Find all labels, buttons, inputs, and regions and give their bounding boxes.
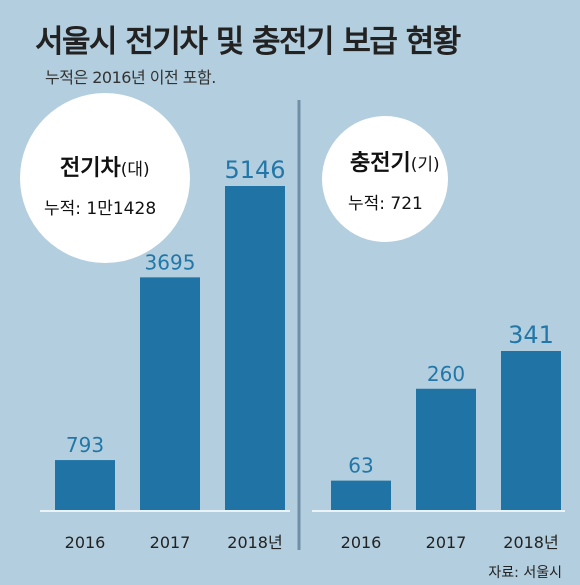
chart-title: 서울시 전기차 및 충전기 보급 현황 — [35, 24, 461, 60]
svg-text:전기차(대): 전기차(대) — [60, 156, 150, 181]
bar-left-2 — [225, 186, 285, 510]
bars-right: 63 2016 260 2017 341 2018년 — [331, 321, 561, 552]
bar-left-1 — [140, 277, 200, 510]
legend-circle-left: 전기차(대) 누적: 1만1428 — [20, 93, 190, 263]
value-label-right-1: 260 — [427, 362, 465, 386]
panel-title-right: 충전기 — [350, 151, 411, 176]
source-note: 자료: 서울시 — [488, 565, 562, 581]
cumulative-label-right: 누적: 721 — [348, 194, 423, 214]
bar-left-0 — [55, 460, 115, 510]
panel-title-left: 전기차 — [60, 156, 121, 181]
bar-right-2 — [501, 351, 561, 510]
value-label-left-2: 5146 — [224, 156, 285, 184]
value-label-left-1: 3695 — [145, 250, 196, 274]
category-label-right-1: 2017 — [426, 533, 467, 552]
category-label-left-2: 2018년 — [227, 533, 282, 552]
panel-unit-left: (대) — [121, 160, 150, 180]
value-label-right-0: 63 — [348, 454, 373, 478]
bar-right-0 — [331, 480, 391, 510]
bar-right-1 — [416, 388, 476, 510]
category-label-left-0: 2016 — [65, 533, 106, 552]
category-label-right-0: 2016 — [341, 533, 382, 552]
cumulative-label-left: 누적: 1만1428 — [44, 199, 156, 219]
chart-subtitle: 누적은 2016년 이전 포함. — [45, 68, 216, 87]
category-label-left-1: 2017 — [150, 533, 191, 552]
panel-unit-right: (기) — [411, 155, 440, 175]
legend-circle-right: 충전기(기) 누적: 721 — [322, 116, 448, 242]
value-label-left-0: 793 — [66, 433, 104, 457]
svg-text:충전기(기): 충전기(기) — [350, 151, 440, 176]
category-label-right-2: 2018년 — [503, 533, 558, 552]
bars-left: 793 2016 3695 2017 5146 2018년 — [55, 156, 286, 552]
value-label-right-2: 341 — [508, 321, 554, 349]
